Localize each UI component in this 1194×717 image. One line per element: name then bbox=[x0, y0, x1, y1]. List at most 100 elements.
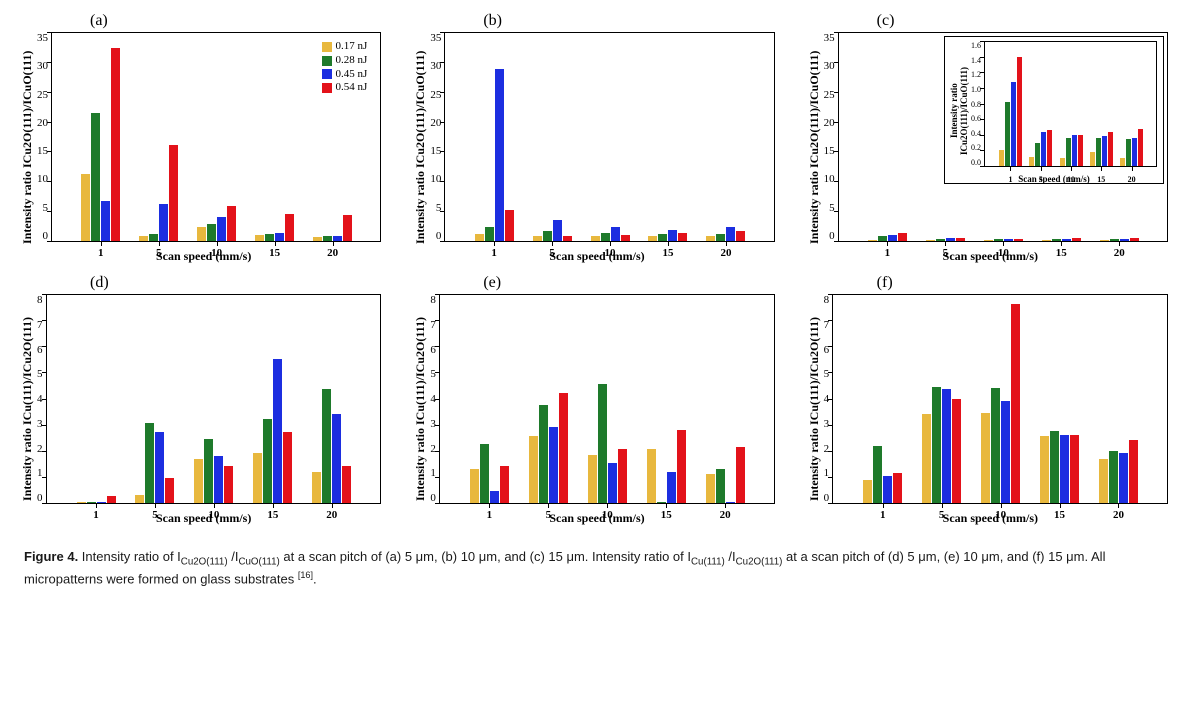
bar bbox=[736, 447, 745, 503]
bar bbox=[253, 453, 262, 503]
bar bbox=[1017, 57, 1022, 166]
panel-label: (c) bbox=[877, 12, 1174, 30]
bar bbox=[942, 389, 951, 503]
bar bbox=[539, 405, 548, 503]
bar-group bbox=[995, 41, 1025, 166]
bar-group bbox=[243, 294, 302, 503]
bar bbox=[1119, 453, 1128, 503]
figure-caption: Figure 4. Intensity ratio of ICu2O(111) … bbox=[20, 538, 1174, 592]
bar bbox=[342, 466, 351, 503]
plot-area: 15101520 bbox=[439, 294, 775, 504]
panel-label: (e) bbox=[483, 274, 780, 292]
x-axis-label: Scan speed (mm/s) bbox=[20, 249, 387, 264]
bar bbox=[81, 174, 90, 241]
bar-group bbox=[1026, 41, 1056, 166]
bar bbox=[1005, 102, 1010, 166]
bar bbox=[1011, 82, 1016, 166]
bar bbox=[273, 359, 282, 503]
bar-groups bbox=[47, 294, 382, 503]
bar-group bbox=[696, 294, 755, 503]
bar bbox=[197, 227, 206, 241]
plot-area: 15101520 bbox=[46, 294, 382, 504]
x-axis-label: Scan speed (mm/s) bbox=[807, 511, 1174, 526]
bar-group bbox=[971, 294, 1030, 503]
bar bbox=[1047, 130, 1052, 166]
bar bbox=[726, 502, 735, 503]
y-tick-labels: 1.61.41.21.00.80.60.40.20.0 bbox=[969, 41, 984, 181]
bar-group bbox=[302, 294, 361, 503]
inset-chart-c: Intensity ratio ICu2O(111)/ICuO(111)1.61… bbox=[944, 36, 1164, 184]
bar bbox=[1126, 139, 1131, 166]
legend-swatch bbox=[322, 56, 332, 66]
bar bbox=[313, 237, 322, 241]
bar bbox=[165, 478, 174, 503]
legend-label: 0.28 nJ bbox=[336, 54, 368, 68]
panel-b: (b)Intensity ratio ICu2O(111)/ICuO(111)3… bbox=[413, 12, 780, 262]
bar-groups bbox=[833, 294, 1168, 503]
chart-b: Intensity ratio ICu2O(111)/ICuO(111)3530… bbox=[413, 32, 780, 262]
bar bbox=[621, 235, 630, 241]
bar bbox=[214, 456, 223, 503]
bar bbox=[1040, 436, 1049, 503]
bar bbox=[1120, 158, 1125, 166]
bar-group bbox=[1116, 41, 1146, 166]
bar bbox=[1120, 239, 1129, 241]
bar bbox=[726, 227, 735, 241]
bar bbox=[549, 427, 558, 503]
bar bbox=[1110, 239, 1119, 241]
bar bbox=[706, 474, 715, 503]
bar-group bbox=[519, 294, 578, 503]
bar bbox=[932, 387, 941, 503]
bar bbox=[159, 204, 168, 241]
bar bbox=[1070, 435, 1079, 503]
y-tick-labels: 876543210 bbox=[428, 294, 439, 524]
bar-group bbox=[1086, 41, 1116, 166]
bar-group bbox=[523, 32, 581, 241]
bar-group bbox=[1030, 294, 1089, 503]
bar bbox=[139, 236, 148, 241]
bar bbox=[480, 444, 489, 503]
bar bbox=[529, 436, 538, 503]
bar bbox=[873, 446, 882, 503]
plot-area: 15101520Intensity ratio ICu2O(111)/ICuO(… bbox=[838, 32, 1168, 242]
bar bbox=[490, 491, 499, 503]
y-tick-labels: 35302520151050 bbox=[35, 32, 51, 262]
legend-label: 0.45 nJ bbox=[336, 68, 368, 82]
bar bbox=[343, 215, 352, 241]
bar bbox=[657, 502, 666, 503]
bar bbox=[677, 430, 686, 503]
bar bbox=[500, 466, 509, 503]
bar bbox=[194, 459, 203, 503]
bar bbox=[1041, 132, 1046, 166]
bar bbox=[285, 214, 294, 241]
bar bbox=[608, 463, 617, 503]
y-tick-labels: 35302520151050 bbox=[822, 32, 838, 262]
bar bbox=[217, 217, 226, 241]
bar bbox=[1129, 440, 1138, 503]
bar bbox=[994, 239, 1003, 241]
bar-group bbox=[67, 294, 126, 503]
chart-a: Intensity ratio ICu2O(111)/ICuO(111)3530… bbox=[20, 32, 387, 262]
x-axis-label: Scan speed (mm/s) bbox=[945, 174, 1163, 184]
bar bbox=[91, 113, 100, 241]
bar bbox=[1099, 459, 1108, 503]
bar bbox=[1072, 238, 1081, 241]
bar bbox=[601, 233, 610, 241]
bar bbox=[946, 238, 955, 241]
bar-group bbox=[639, 32, 697, 241]
bar bbox=[863, 480, 872, 504]
legend-item: 0.54 nJ bbox=[322, 81, 368, 95]
bar bbox=[956, 238, 965, 241]
panel-a: (a)Intensity ratio ICu2O(111)/ICuO(111)3… bbox=[20, 12, 387, 262]
legend-label: 0.54 nJ bbox=[336, 81, 368, 95]
bar bbox=[275, 233, 284, 241]
bar bbox=[1062, 239, 1071, 241]
bar bbox=[611, 227, 620, 241]
bar bbox=[984, 240, 993, 241]
bar bbox=[1050, 431, 1059, 503]
bar bbox=[323, 236, 332, 241]
y-axis-label: Intensity ratio ICu(111)/ICu2O(111) bbox=[20, 294, 35, 524]
bar bbox=[101, 201, 110, 241]
y-axis-label: Intensity ratio ICu2O(111)/ICuO(111) bbox=[20, 32, 35, 262]
bar-group bbox=[460, 294, 519, 503]
